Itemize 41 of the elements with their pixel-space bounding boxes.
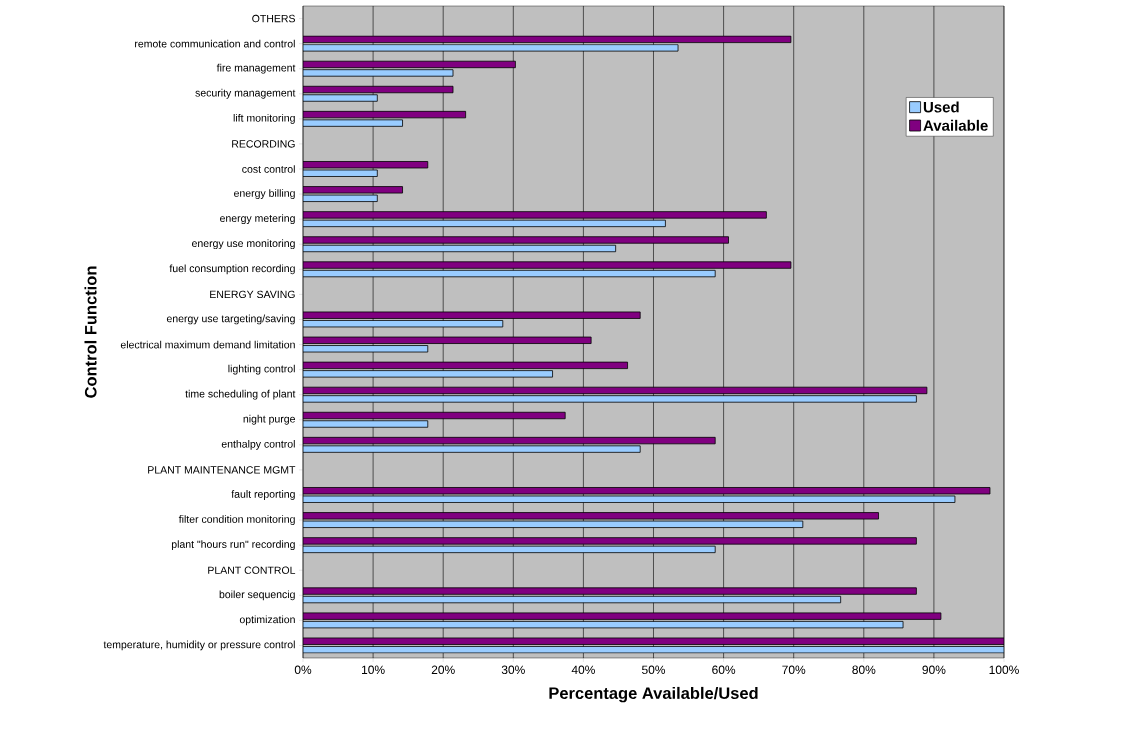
- x-tick-label: 10%: [362, 665, 385, 675]
- y-tick-label: energy billing: [234, 189, 295, 199]
- y-tick-label: fuel consumption recording: [169, 264, 295, 275]
- y-tick-label: energy metering: [220, 214, 295, 225]
- y-tick-label: filter condition monitoring: [178, 515, 295, 525]
- y-tick-label: fire management: [216, 63, 296, 74]
- y-tick-label: night purge: [243, 414, 295, 425]
- y-tick-label: OTHERS: [252, 14, 295, 23]
- legend-label: Used: [923, 101, 959, 113]
- y-tick-label: energy use targeting/saving: [166, 314, 295, 325]
- x-axis-title: Percentage Available/Used: [549, 686, 758, 703]
- y-tick-label: energy use monitoring: [192, 239, 295, 250]
- y-tick-label: security management: [195, 88, 296, 99]
- x-tick-label: 80%: [852, 665, 876, 675]
- y-tick-label: optimization: [239, 615, 295, 626]
- x-tick-label: 70%: [782, 665, 806, 675]
- x-tick-label: 30%: [501, 665, 525, 675]
- x-tick-label: 0%: [294, 665, 312, 675]
- y-tick-label: electrical maximum demand limitation: [120, 340, 295, 349]
- x-tick-label: 20%: [431, 665, 455, 675]
- x-tick-label: 60%: [712, 665, 736, 675]
- y-tick-label: boiler sequencig: [219, 590, 295, 601]
- y-tick-label: remote communication and control: [135, 39, 295, 48]
- y-tick-label: enthalpy control: [221, 439, 295, 450]
- y-tick-label: PLANT MAINTENANCE MGMT: [148, 466, 296, 474]
- x-tick-label: 50%: [641, 665, 666, 675]
- y-tick-label: time scheduling of plant: [185, 389, 296, 400]
- x-tick-label: 40%: [571, 665, 595, 675]
- y-tick-label: lift monitoring: [233, 113, 295, 124]
- y-axis-title: Control Function: [84, 266, 97, 398]
- y-tick-label: RECORDING: [232, 140, 295, 148]
- y-tick-label: cost control: [242, 165, 295, 173]
- y-tick-label: PLANT CONTROL: [208, 566, 296, 574]
- y-tick-label: fault reporting: [231, 490, 295, 500]
- y-tick-label: plant "hours run" recording: [171, 540, 295, 551]
- y-tick-label: temperature, humidity or pressure control: [103, 640, 295, 651]
- x-tick-label: 100%: [989, 665, 1019, 675]
- x-tick-label: 90%: [922, 665, 946, 675]
- y-tick-label: ENERGY SAVING: [210, 290, 295, 299]
- legend-label: Available: [923, 119, 988, 131]
- y-tick-label: lighting control: [228, 364, 295, 375]
